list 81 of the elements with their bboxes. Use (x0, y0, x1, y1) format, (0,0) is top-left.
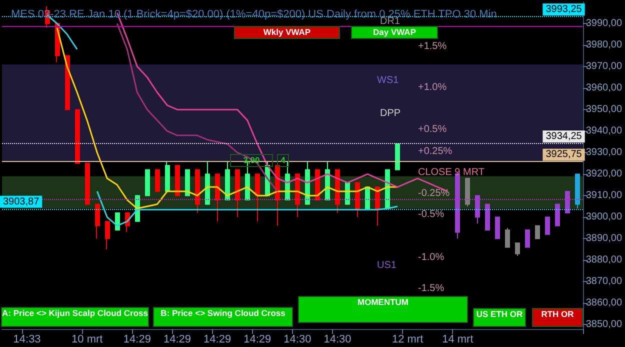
annotation: -0.5% (418, 209, 444, 221)
ref-line-label: 3993,25 (546, 4, 582, 16)
annotation: -1.5% (418, 283, 444, 295)
candlestick (525, 230, 530, 248)
y-tick-label: 3950,00 (586, 104, 622, 116)
x-tick-label: 12 mrt (392, 334, 424, 346)
candlestick (95, 204, 100, 240)
candlestick (515, 242, 520, 256)
y-tick-label: 3870,00 (586, 276, 622, 288)
annotation: +0.5% (418, 124, 447, 136)
y-tick-label: 3960,00 (586, 82, 622, 94)
button: A: Price <> Kijun Scalp Cloud Cross (1, 307, 149, 327)
candlestick (575, 174, 580, 210)
candlestick (215, 174, 220, 222)
candlestick (75, 109, 80, 164)
candlestick (375, 186, 380, 226)
annotation: DR1 (380, 16, 400, 28)
button: Wkly VWAP (234, 26, 340, 39)
x-tick-label: 14:30 (284, 334, 312, 346)
button: RTH OR (532, 308, 583, 327)
x-tick-label: 14:29 (204, 334, 232, 346)
ref-line-label: 3903,87 (3, 196, 40, 208)
candlestick (505, 227, 510, 248)
x-tick-label: 10 mrt (72, 334, 103, 346)
y-tick-label: 3910,00 (586, 190, 622, 202)
candlestick (175, 165, 180, 196)
x-tick-label: 14:29 (123, 334, 151, 346)
candlestick (395, 143, 400, 170)
candlestick (195, 169, 200, 214)
candlestick (535, 225, 540, 240)
annotation: US1 (377, 260, 396, 272)
candlestick (155, 169, 160, 192)
candlestick (205, 160, 210, 205)
annotation: +1.0% (418, 82, 447, 94)
annotation: -1.0% (418, 252, 444, 264)
x-tick-label: 14 mrt (442, 334, 474, 346)
y-tick-label: 3880,00 (586, 254, 622, 266)
ref-line-label: 3934,25 (546, 130, 582, 142)
y-tick-label: 3860,00 (586, 298, 622, 309)
annotation: +1.5% (418, 41, 447, 53)
ref-line-label: 3925,75 (546, 149, 582, 160)
button: US ETH OR (473, 308, 526, 327)
candlestick (475, 195, 480, 224)
x-tick-label: 14:29 (163, 334, 192, 346)
button: B: Price <> Swing Cloud Cross (153, 307, 293, 327)
y-tick-label: 3940,00 (586, 126, 622, 137)
candlestick (65, 55, 70, 110)
candlestick (105, 220, 110, 250)
y-tick-label: 3990,00 (586, 18, 622, 30)
x-tick-label: 14:29 (244, 334, 272, 346)
candlestick (255, 174, 260, 222)
candlestick (235, 169, 240, 218)
candlestick (355, 182, 360, 218)
candlestick (495, 216, 500, 240)
candlestick (485, 204, 490, 231)
y-tick-label: 3900,00 (586, 212, 622, 223)
y-tick-label: 3850,00 (586, 319, 622, 330)
candlestick (165, 160, 170, 192)
button: Day VWAP (351, 26, 438, 39)
annotation: DPP (380, 108, 401, 120)
button: MOMENTUM (298, 296, 468, 323)
annotation: -0.25% (418, 188, 450, 200)
candlestick (365, 186, 370, 210)
candlestick (465, 178, 470, 207)
candlestick (85, 162, 90, 205)
x-tick-label: 14:30 (324, 334, 352, 346)
x-tick-label: 14:33 (13, 334, 41, 346)
candlestick (305, 160, 310, 205)
annotation: +0.25% (418, 146, 452, 158)
y-tick-label: 3970,00 (586, 61, 622, 72)
candlestick (545, 216, 550, 235)
y-tick-label: 3920,00 (586, 168, 622, 180)
candlestick (555, 204, 560, 226)
candlestick (565, 190, 570, 214)
candlestick (145, 169, 150, 196)
candlestick (185, 169, 190, 196)
candlestick (225, 160, 230, 200)
y-tick-label: 3890,00 (586, 233, 622, 244)
annotation: WS1 (377, 75, 399, 87)
y-tick-label: 3930,00 (586, 147, 622, 158)
y-tick-label: 3980,00 (586, 40, 622, 51)
